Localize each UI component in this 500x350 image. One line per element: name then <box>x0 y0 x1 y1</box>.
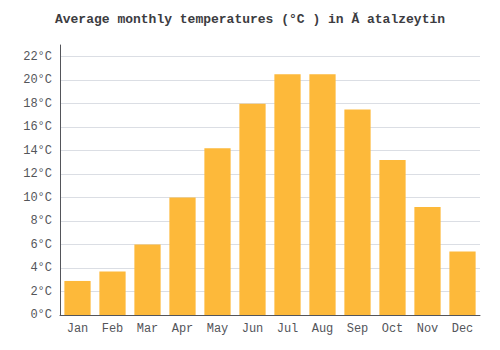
svg-text:Feb: Feb <box>102 322 124 336</box>
svg-text:14°C: 14°C <box>23 144 52 158</box>
svg-text:Nov: Nov <box>417 322 439 336</box>
svg-text:Aug: Aug <box>312 322 334 336</box>
svg-text:May: May <box>207 322 229 336</box>
svg-text:10°C: 10°C <box>23 191 52 205</box>
svg-text:8°C: 8°C <box>30 214 52 228</box>
svg-text:Jun: Jun <box>242 322 264 336</box>
svg-text:18°C: 18°C <box>23 97 52 111</box>
svg-text:Mar: Mar <box>137 322 159 336</box>
svg-text:16°C: 16°C <box>23 120 52 134</box>
svg-text:Oct: Oct <box>382 322 404 336</box>
svg-text:Average monthly temperatures (: Average monthly temperatures (°C ) in Ă … <box>55 12 445 27</box>
svg-text:Apr: Apr <box>172 322 194 336</box>
svg-text:Jan: Jan <box>67 322 89 336</box>
svg-text:Sep: Sep <box>347 322 369 336</box>
svg-text:Jul: Jul <box>277 322 299 336</box>
svg-text:6°C: 6°C <box>30 238 52 252</box>
svg-text:0°C: 0°C <box>30 308 52 322</box>
svg-text:20°C: 20°C <box>23 73 52 87</box>
svg-text:Dec: Dec <box>452 322 474 336</box>
svg-text:4°C: 4°C <box>30 261 52 275</box>
svg-text:2°C: 2°C <box>30 285 52 299</box>
svg-text:12°C: 12°C <box>23 167 52 181</box>
svg-text:22°C: 22°C <box>23 50 52 64</box>
